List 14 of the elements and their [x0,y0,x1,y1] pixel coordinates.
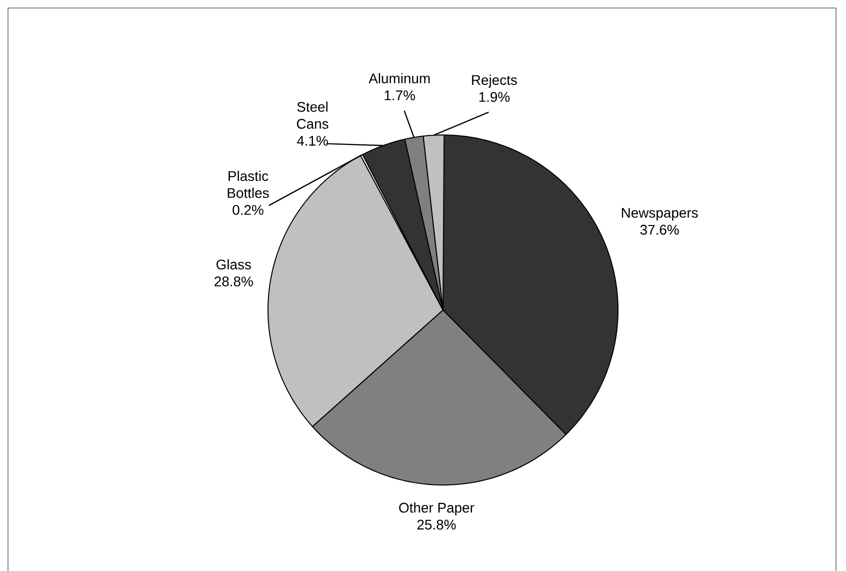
slice-label: Other Paper [399,502,474,516]
data-label: 1.9% [479,92,510,102]
slice-label: Aluminum [368,73,430,84]
data-label: 37.6% [640,224,679,235]
slice-label: Newspapers [622,208,698,221]
slice-label: Plastic Bottles [228,170,269,198]
data-label: 0.2% [232,204,264,215]
data-label: 28.8% [214,276,253,286]
data-label: 1.7% [384,90,415,100]
data-label: 4.1% [296,136,328,146]
slice-label: Steel Cans [296,102,328,129]
slice-label: Rejects [472,74,517,88]
data-label: 25.8% [417,520,456,530]
slice-label: Glass [216,259,251,270]
